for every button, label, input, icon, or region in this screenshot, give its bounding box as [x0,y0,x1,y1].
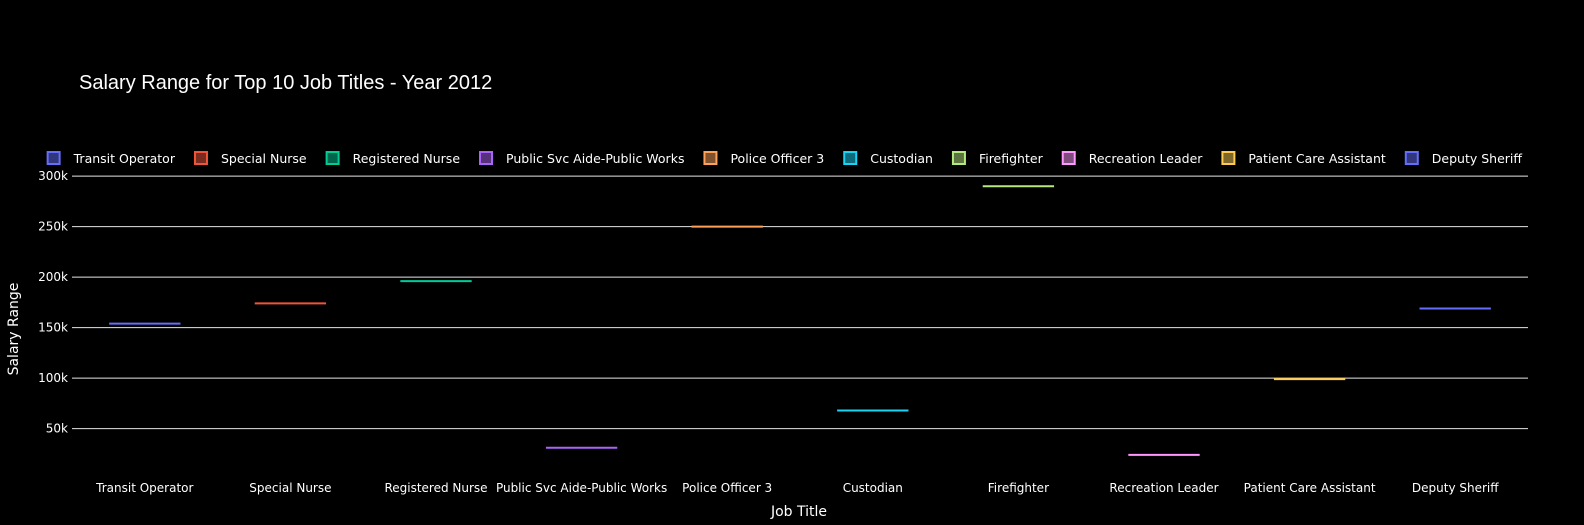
legend-label-9: Deputy Sheriff [1432,151,1523,166]
legend-label-8: Patient Care Assistant [1248,151,1385,166]
x-tick-label-3: Public Svc Aide-Public Works [496,481,667,495]
x-axis-title: Job Title [770,504,827,520]
legend-item-6: Firefighter [951,151,1044,166]
legend-label-0: Transit Operator [73,151,176,166]
y-tick-label-2: 150k [38,321,68,335]
y-tick-label-0: 50k [46,422,68,436]
legend-item-2: Registered Nurse [325,151,461,166]
x-tick-label-2: Registered Nurse [384,481,487,495]
x-tick-label-1: Special Nurse [249,481,331,495]
legend-item-8: Patient Care Assistant [1221,151,1386,166]
legend-swatch-4 [703,151,718,165]
x-tick-label-0: Transit Operator [95,481,193,495]
y-tick-label-5: 300k [38,169,68,183]
legend-label-4: Police Officer 3 [730,151,824,166]
y-gridlines [72,175,1528,430]
y-tick-label-3: 200k [38,270,68,284]
legend-item-9: Deputy Sheriff [1404,151,1523,166]
legend-swatch-0 [46,151,61,165]
legend-swatch-1 [193,151,208,165]
y-axis-title: Salary Range [6,283,22,376]
legend-swatch-8 [1221,151,1236,165]
x-tick-label-4: Police Officer 3 [682,481,772,495]
legend-label-7: Recreation Leader [1089,151,1204,166]
legend-label-6: Firefighter [979,151,1044,166]
legend-swatch-5 [843,151,858,165]
legend-swatch-2 [325,151,340,165]
legend-item-0: Transit Operator [46,151,176,166]
legend-label-5: Custodian [870,151,933,166]
legend-item-1: Special Nurse [193,151,307,166]
y-axis-ticks: 50k 100k 150k 200k 250k 300k [38,169,68,435]
legend-item-5: Custodian [843,151,933,166]
legend-item-3: Public Svc Aide-Public Works [479,151,684,166]
legend-swatch-9 [1404,151,1419,165]
chart-title: Salary Range for Top 10 Job Titles - Yea… [79,72,492,94]
y-tick-label-1: 100k [38,371,68,385]
x-tick-label-9: Deputy Sheriff [1412,481,1499,495]
legend-label-2: Registered Nurse [353,151,461,166]
x-axis-ticks: Transit Operator Special Nurse Registered … [95,481,1499,495]
box-marks [109,185,1491,456]
legend-label-1: Special Nurse [221,151,307,166]
legend-label-3: Public Svc Aide-Public Works [506,151,684,166]
x-tick-label-8: Patient Care Assistant [1244,481,1376,495]
legend: Transit Operator Special Nurse Registered … [46,151,1523,166]
y-tick-label-4: 250k [38,220,68,234]
legend-item-4: Police Officer 3 [703,151,824,166]
legend-swatch-7 [1061,151,1076,165]
legend-swatch-3 [479,151,494,165]
x-tick-label-7: Recreation Leader [1109,481,1218,495]
x-tick-label-6: Firefighter [988,481,1049,495]
legend-item-7: Recreation Leader [1061,151,1204,166]
x-tick-label-5: Custodian [843,481,903,495]
legend-swatch-6 [951,151,966,165]
